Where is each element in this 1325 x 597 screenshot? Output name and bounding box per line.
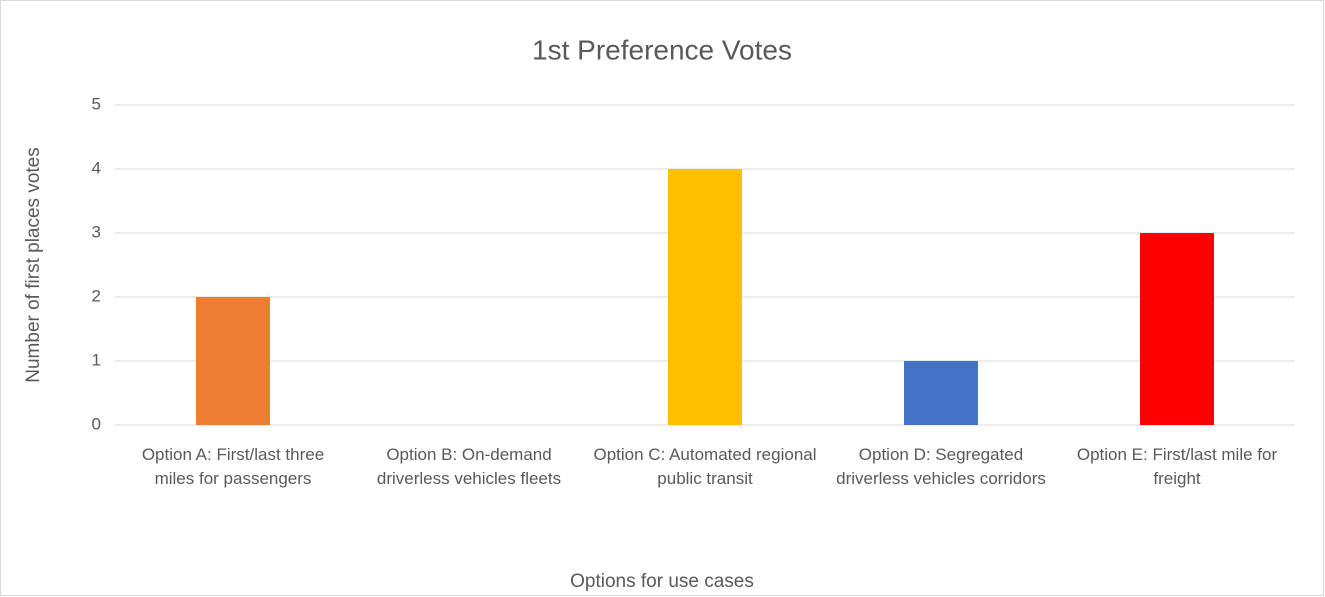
y-axis-label: Number of first places votes xyxy=(23,147,44,382)
x-tick-label: Option D: Segregated driverless vehicles… xyxy=(836,445,1046,488)
bar xyxy=(196,297,270,425)
y-tick-label: 2 xyxy=(92,286,101,305)
x-tick-label: Option C: Automated regional public tran… xyxy=(593,445,817,488)
chart-title: 1st Preference Votes xyxy=(532,34,792,65)
x-tick-label: Option B: On-demand driverless vehicles … xyxy=(376,445,562,488)
y-tick-label: 3 xyxy=(92,222,101,241)
x-tick-label: Option A: First/last three miles for pas… xyxy=(141,445,325,488)
y-tick-label: 4 xyxy=(92,158,101,177)
y-tick-label: 0 xyxy=(92,414,101,433)
bar xyxy=(904,361,978,425)
bar xyxy=(668,169,742,425)
bar xyxy=(1140,233,1214,425)
x-axis-label: Options for use cases xyxy=(570,571,754,592)
x-tick-label: Option E: First/last mile for freight xyxy=(1076,445,1278,488)
y-tick-label: 1 xyxy=(92,350,101,369)
y-tick-label: 5 xyxy=(92,94,101,113)
